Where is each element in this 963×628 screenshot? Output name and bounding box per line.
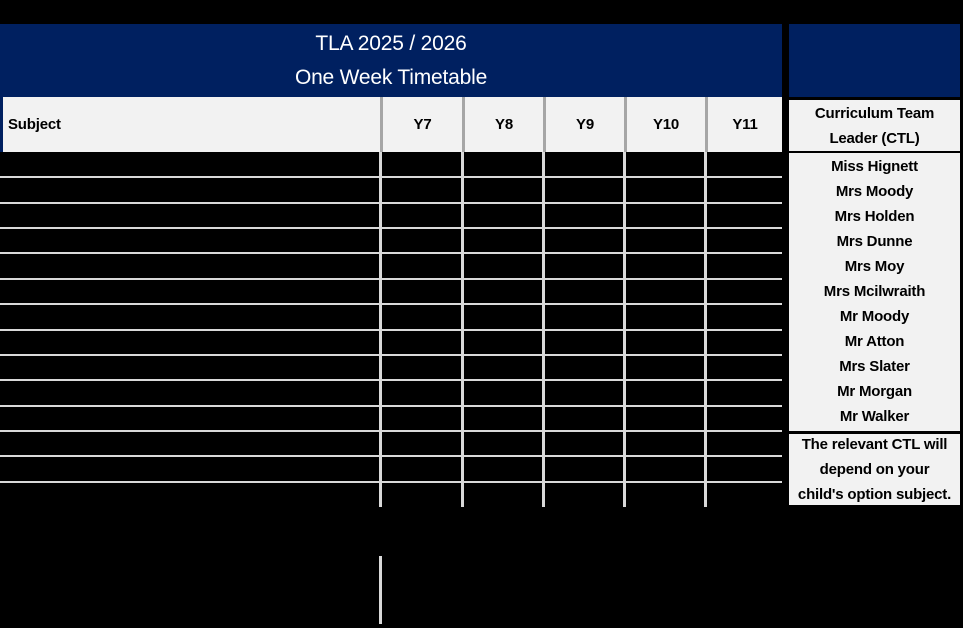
column-header-y7: Y7 <box>380 97 462 152</box>
column-header-y11: Y11 <box>705 97 782 152</box>
gridline-horizontal <box>0 430 782 432</box>
gridline-horizontal <box>0 455 782 457</box>
gridline-vertical <box>542 152 545 507</box>
ctl-note-line1: The relevant CTL will <box>801 436 948 453</box>
list-item: Mrs Dunne <box>836 232 913 250</box>
gridline-vertical <box>704 152 707 507</box>
ctl-column: Curriculum Team Leader (CTL) Miss Hignet… <box>786 24 963 507</box>
list-item: Miss Hignett <box>831 157 918 175</box>
body-grid <box>0 152 782 507</box>
list-item: Mrs Moody <box>835 182 914 200</box>
gridline-horizontal <box>0 354 782 356</box>
list-item: Mr Walker <box>839 408 910 426</box>
title-bar: TLA 2025 / 2026 One Week Timetable <box>0 24 782 97</box>
list-item: Mr Morgan <box>837 383 912 401</box>
ctl-note-line2: depend on your <box>819 461 930 478</box>
gridline-horizontal <box>0 252 782 254</box>
ctl-header-line1: Curriculum Team <box>814 104 935 122</box>
gridline-horizontal <box>0 329 782 331</box>
column-header-y10: Y10 <box>624 97 705 152</box>
list-item: Mrs Holden <box>834 207 915 225</box>
ctl-note-cell: The relevant CTL will depend on your chi… <box>789 434 960 505</box>
gridline-horizontal <box>0 379 782 381</box>
column-header-y9: Y9 <box>543 97 624 152</box>
gridline-horizontal <box>0 278 782 280</box>
page-title: TLA 2025 / 2026 <box>315 31 467 55</box>
gridline-horizontal <box>0 303 782 305</box>
gridline-vertical <box>379 152 382 507</box>
ctl-corner-block <box>789 24 960 97</box>
table-header-row: Subject Y7 Y8 Y9 Y10 Y11 <box>0 97 782 152</box>
list-item: Mr Atton <box>844 333 905 351</box>
cutoff-column-divider <box>379 556 382 624</box>
gridline-horizontal <box>0 481 782 483</box>
column-header-y8: Y8 <box>462 97 543 152</box>
list-item: Mrs Mcilwraith <box>823 282 926 300</box>
gridline-vertical <box>461 152 464 507</box>
gridline-horizontal <box>0 202 782 204</box>
column-header-subject: Subject <box>0 97 380 152</box>
ctl-names-cell: Miss Hignett Mrs Moody Mrs Holden Mrs Du… <box>789 153 960 431</box>
gridline-vertical <box>623 152 626 507</box>
ctl-column-header: Curriculum Team Leader (CTL) <box>789 100 960 151</box>
list-item: Mrs Moy <box>844 257 905 275</box>
gridline-horizontal <box>0 176 782 178</box>
page-subtitle: One Week Timetable <box>294 65 488 89</box>
gridline-horizontal <box>0 227 782 229</box>
list-item: Mr Moody <box>839 308 910 325</box>
list-item: Mrs Slater <box>839 358 910 376</box>
ctl-note-line3: child's option subject. <box>797 486 952 503</box>
ctl-header-line2: Leader (CTL) <box>829 129 920 147</box>
gridline-horizontal <box>0 405 782 407</box>
